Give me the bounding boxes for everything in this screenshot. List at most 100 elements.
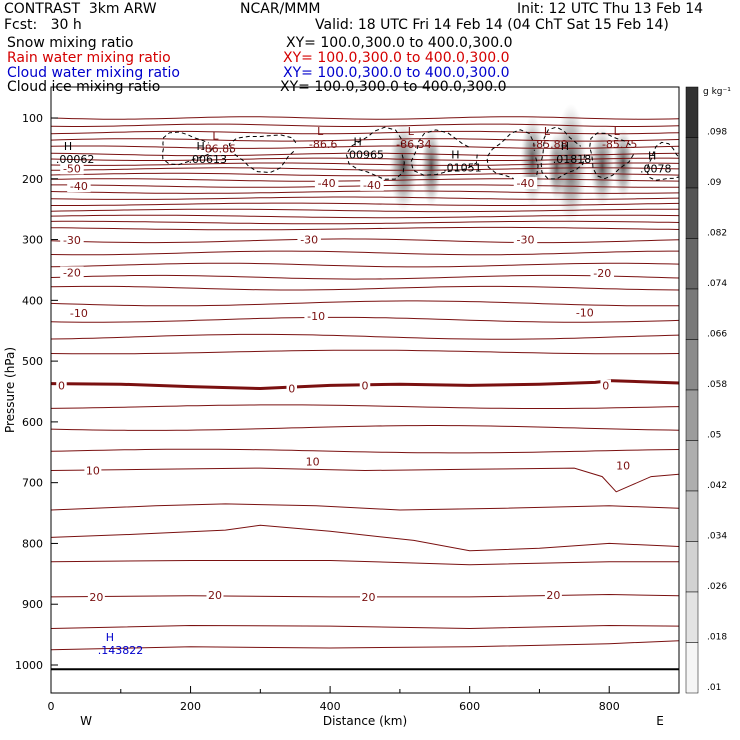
isotherm-label: -30 (63, 234, 81, 247)
y-tick-label: 300 (22, 234, 43, 247)
isotherm-label-bg (56, 379, 67, 392)
y-axis-label: Pressure (hPa) (3, 347, 17, 433)
y-tick-label: 800 (22, 537, 43, 550)
colorbar-segment (685, 238, 699, 290)
temperature-low-marker: L (408, 125, 415, 138)
temperature-low-value: -86.85 (201, 142, 236, 155)
isotherm-line (51, 262, 679, 268)
colorbar-segment (685, 541, 699, 593)
isotherm-label: -30 (300, 234, 318, 247)
cloud-shade (389, 121, 418, 212)
colorbar-tick-label: .026 (707, 582, 727, 592)
mixing-high-marker: H (106, 631, 114, 644)
mixing-high-marker: H (451, 148, 459, 161)
west-label: W (80, 714, 92, 728)
y-tick-label: 200 (22, 173, 43, 186)
temperature-low-marker: L (212, 129, 219, 142)
isotherm-label-bg (67, 180, 91, 193)
field-xy-cloud-water: XY= 100.0,300.0 to 400.0,300.0 (283, 65, 510, 81)
colorbar-tick-label: .042 (707, 481, 727, 491)
isotherm-line (51, 130, 679, 135)
isotherm-label: 0 (602, 379, 609, 392)
colorbar-segment (685, 389, 699, 441)
isotherm-label: -40 (363, 179, 381, 192)
isotherm-label-bg (87, 590, 105, 603)
cloud-ice-contour (161, 131, 213, 166)
colorbar-segment (685, 642, 699, 694)
isotherm-label-bg (304, 455, 322, 468)
y-tick-label: 500 (22, 355, 43, 368)
east-label: E (656, 714, 664, 728)
y-tick-label: 100 (22, 112, 43, 125)
colorbar-tick-label: .066 (707, 329, 727, 339)
isotherm-line (51, 167, 679, 171)
mixing-high-marker: H (354, 136, 362, 149)
x-tick-label: 200 (180, 700, 201, 713)
colorbar-tick-label: .082 (707, 228, 727, 238)
isotherm-label-bg (84, 464, 102, 477)
x-axis-label: Distance (km) (323, 714, 407, 728)
isotherm-label: -20 (593, 267, 611, 280)
isotherm-line (51, 624, 679, 630)
isotherm-label-bg (360, 178, 384, 191)
isotherm-label: 20 (361, 591, 375, 604)
x-tick-label: 0 (48, 700, 55, 713)
isotherm-line (51, 316, 679, 323)
isotherm-line (51, 425, 679, 431)
isotherm-label: 20 (546, 589, 560, 602)
temperature-low-value: -86.6 (309, 138, 337, 151)
center-name: NCAR/MMM (240, 1, 321, 17)
field-xy-rain: XY= 100.0,300.0 to 400.0,300.0 (283, 50, 510, 66)
isotherm-label: -10 (576, 306, 594, 319)
isotherm-label: 20 (89, 591, 103, 604)
isotherm-label: -10 (70, 307, 88, 320)
isotherm-label-bg (544, 589, 562, 602)
colorbar-unit: g kg⁻¹ (703, 87, 731, 97)
isotherm-line (51, 467, 679, 493)
colorbar-tick-label: .018 (707, 632, 727, 642)
mixing-high-value: .00062 (56, 153, 95, 166)
isotherm-label: 0 (58, 379, 65, 392)
colorbar-segment (685, 137, 699, 189)
colorbar-tick-label: .09 (707, 178, 722, 188)
colorbar-tick-label: .098 (707, 127, 727, 137)
isotherm-label-bg (60, 234, 84, 247)
isotherm-line (51, 152, 679, 157)
isotherm-label: 10 (306, 455, 320, 468)
colorbar-segment (685, 86, 699, 138)
x-tick-label: 600 (459, 700, 480, 713)
mixing-high-marker: H (197, 140, 205, 153)
isotherm-label: -40 (70, 180, 88, 193)
temperature-low-value: -86.34 (396, 138, 431, 151)
isotherm-line (51, 208, 679, 213)
init-time: Init: 12 UTC Thu 13 Feb 14 (517, 1, 704, 17)
isotherm-label: 10 (86, 465, 100, 478)
isotherm-label-bg (359, 379, 371, 392)
colorbar-segment (685, 339, 699, 391)
isotherm-line (51, 404, 679, 409)
mixing-high-marker: H (648, 149, 656, 162)
field-label-snow: Snow mixing ratio (7, 35, 134, 51)
isotherm-line (51, 162, 679, 166)
isotherm-label-bg (67, 307, 91, 320)
cloud-ice-contour (646, 141, 679, 181)
cloud-ice-contour (589, 132, 634, 180)
isotherm-label-bg (206, 589, 224, 602)
isotherm-label-bg (513, 233, 538, 246)
isotherm-label: 0 (288, 382, 295, 395)
mixing-high-value: .143822 (98, 644, 144, 657)
isotherm-label-bg (286, 382, 297, 395)
isotherm-line (51, 300, 679, 307)
isotherm-label-bg (359, 590, 377, 603)
isotherm-label-bg (573, 306, 597, 319)
temperature-low-marker: L (544, 125, 551, 138)
isotherm-line (51, 524, 679, 552)
isotherm-line (51, 145, 679, 149)
isotherm-line (51, 285, 679, 291)
colorbar-tick-label: .034 (707, 531, 727, 541)
isotherm-line (51, 333, 679, 340)
field-label-rain: Rain water mixing ratio (7, 50, 171, 66)
colorbar-tick-label: .01 (707, 683, 721, 693)
mixing-high-marker: H (561, 140, 569, 153)
y-tick-label: 700 (22, 477, 43, 490)
